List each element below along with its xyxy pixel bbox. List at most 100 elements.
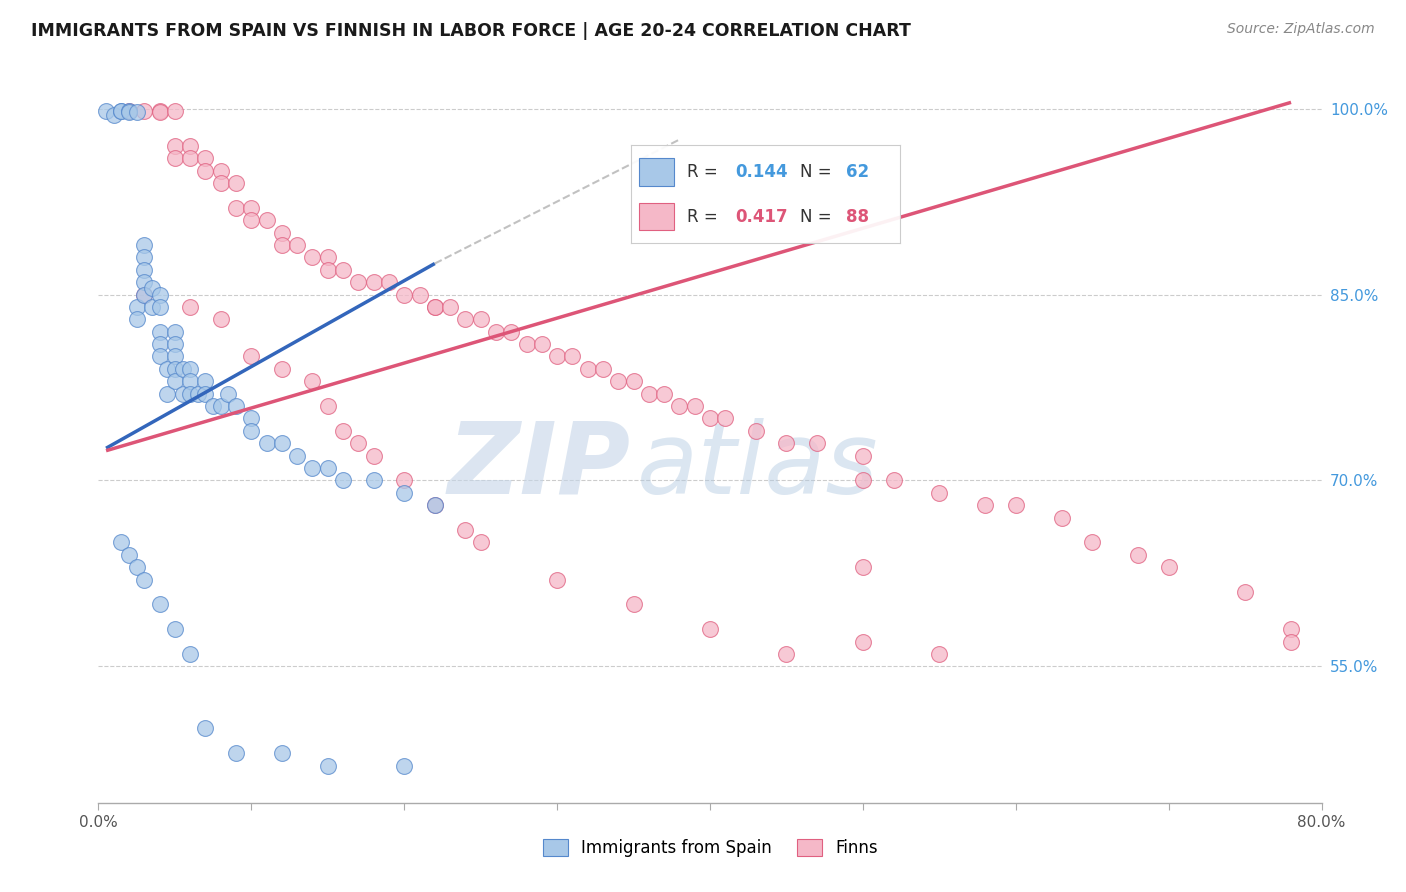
Point — [423, 498, 446, 512]
Point — [316, 250, 339, 264]
Point — [683, 399, 706, 413]
Point — [285, 449, 308, 463]
Point — [217, 386, 239, 401]
Point — [423, 300, 446, 314]
Point — [423, 498, 446, 512]
Point — [852, 560, 875, 574]
Point — [118, 105, 141, 120]
Point — [163, 103, 186, 118]
Point — [179, 138, 201, 153]
Point — [928, 647, 950, 661]
Point — [134, 103, 156, 118]
Point — [240, 350, 263, 364]
Point — [561, 350, 583, 364]
Point — [530, 337, 553, 351]
Point — [225, 399, 247, 413]
Point — [163, 362, 186, 376]
Point — [149, 105, 172, 120]
Point — [316, 758, 339, 772]
Point — [852, 634, 875, 648]
Point — [209, 399, 232, 413]
Point — [134, 250, 156, 264]
Point — [347, 436, 370, 450]
Legend: Immigrants from Spain, Finns: Immigrants from Spain, Finns — [536, 832, 884, 864]
Point — [110, 103, 132, 118]
Point — [110, 103, 132, 118]
Point — [194, 722, 217, 736]
Point — [301, 250, 323, 264]
Point — [637, 386, 661, 401]
Point — [149, 350, 172, 364]
Point — [118, 103, 141, 118]
Point — [392, 486, 416, 500]
Text: atlas: atlas — [637, 417, 879, 515]
Point — [179, 362, 201, 376]
Point — [1050, 510, 1073, 524]
Point — [454, 312, 477, 326]
Point — [576, 362, 599, 376]
Point — [209, 312, 232, 326]
Point — [974, 498, 997, 512]
Point — [607, 374, 630, 388]
Point — [592, 362, 614, 376]
Point — [852, 474, 875, 488]
Point — [270, 226, 292, 240]
Point — [134, 238, 156, 252]
Point — [301, 461, 323, 475]
Point — [163, 350, 186, 364]
Point — [163, 325, 186, 339]
Point — [141, 300, 163, 314]
Point — [141, 281, 163, 295]
Point — [378, 275, 401, 289]
Point — [225, 201, 247, 215]
Point — [623, 374, 645, 388]
Point — [1279, 634, 1302, 648]
Point — [392, 474, 416, 488]
Point — [392, 287, 416, 301]
Point — [392, 758, 416, 772]
Point — [240, 201, 263, 215]
Point — [163, 151, 186, 165]
Point — [179, 374, 201, 388]
Point — [134, 573, 156, 587]
Point — [1004, 498, 1026, 512]
Point — [470, 535, 492, 549]
Point — [149, 287, 172, 301]
Point — [1279, 622, 1302, 636]
Point — [149, 325, 172, 339]
Point — [516, 337, 538, 351]
Point — [883, 474, 905, 488]
Point — [270, 362, 292, 376]
Point — [1128, 548, 1150, 562]
Point — [546, 350, 568, 364]
Point — [439, 300, 461, 314]
Point — [125, 312, 148, 326]
Point — [134, 287, 156, 301]
Point — [118, 548, 141, 562]
Text: IMMIGRANTS FROM SPAIN VS FINNISH IN LABOR FORCE | AGE 20-24 CORRELATION CHART: IMMIGRANTS FROM SPAIN VS FINNISH IN LABO… — [31, 22, 911, 40]
Point — [347, 275, 370, 289]
Point — [775, 436, 797, 450]
Point — [270, 238, 292, 252]
Point — [194, 151, 217, 165]
Point — [163, 138, 186, 153]
Point — [172, 362, 194, 376]
Point — [172, 386, 194, 401]
Point — [118, 103, 141, 118]
Point — [134, 275, 156, 289]
Point — [714, 411, 737, 425]
Point — [163, 337, 186, 351]
Point — [668, 399, 690, 413]
Point — [134, 262, 156, 277]
Point — [179, 151, 201, 165]
Point — [149, 598, 172, 612]
Point — [270, 436, 292, 450]
Point — [470, 312, 492, 326]
Point — [363, 474, 385, 488]
Point — [1234, 585, 1257, 599]
Point — [316, 461, 339, 475]
Point — [225, 176, 247, 190]
Point — [928, 486, 950, 500]
Point — [332, 262, 354, 277]
Point — [179, 300, 201, 314]
